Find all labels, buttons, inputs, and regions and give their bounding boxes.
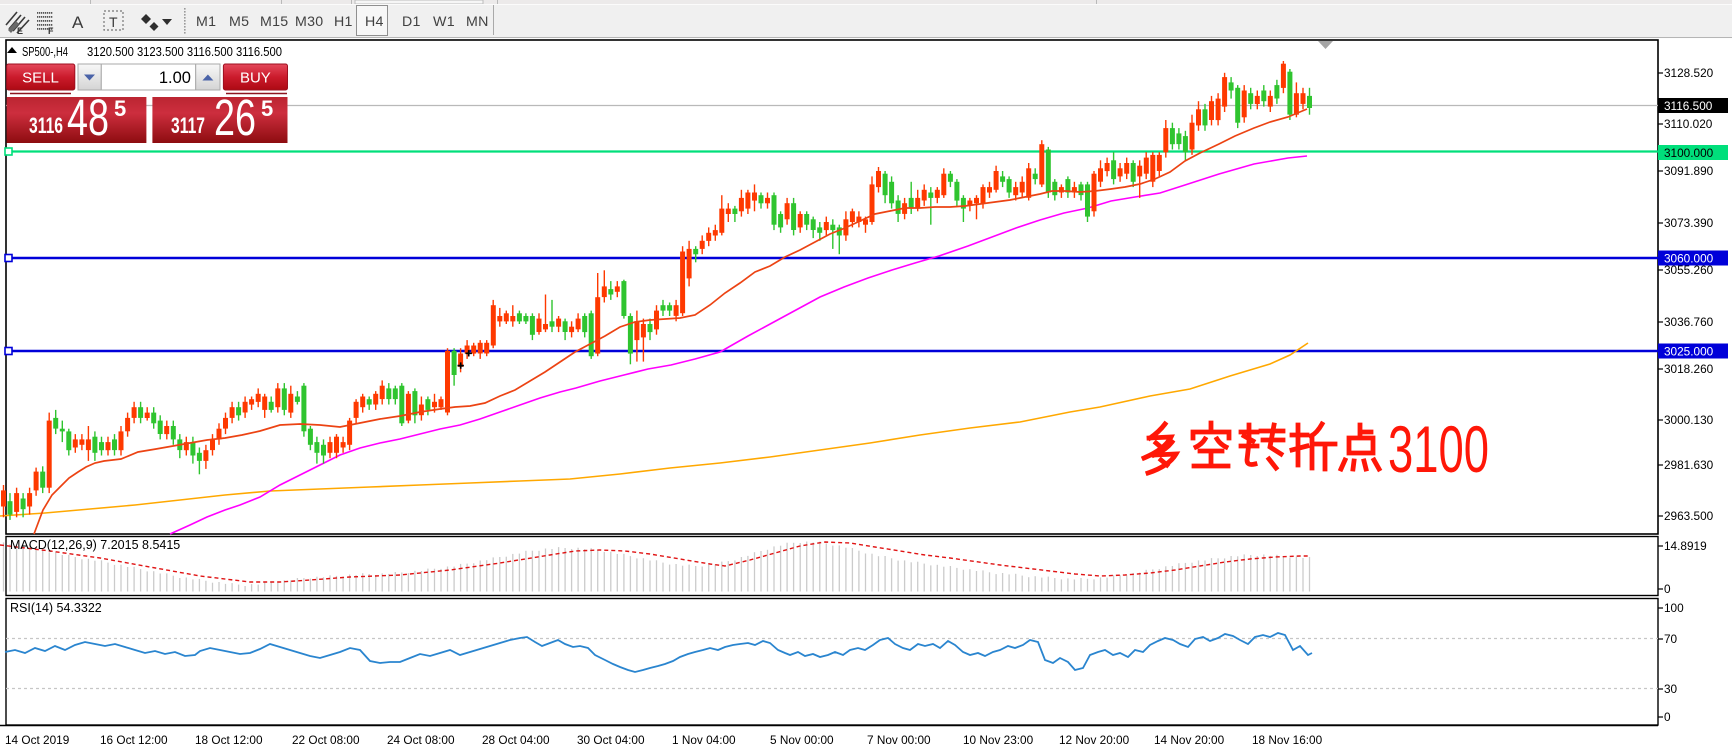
svg-text:3055.260: 3055.260 — [1664, 263, 1714, 277]
svg-text:D1: D1 — [402, 14, 421, 30]
svg-text:BUY: BUY — [240, 70, 271, 87]
svg-text:H1: H1 — [334, 14, 353, 30]
svg-text:5: 5 — [114, 96, 126, 121]
svg-text:48: 48 — [67, 89, 109, 146]
svg-text:24 Oct 08:00: 24 Oct 08:00 — [387, 733, 455, 747]
svg-text:MACD(12,26,9) 7.2015 8.5415: MACD(12,26,9) 7.2015 8.5415 — [10, 538, 180, 552]
svg-text:14 Nov 20:00: 14 Nov 20:00 — [1154, 733, 1225, 747]
svg-text:3100: 3100 — [1388, 412, 1489, 486]
svg-text:3128.520: 3128.520 — [1664, 66, 1714, 80]
svg-text:MN: MN — [466, 14, 489, 30]
svg-text:3060.000: 3060.000 — [1664, 251, 1714, 265]
svg-text:1.00: 1.00 — [159, 69, 191, 87]
svg-text:3116.500: 3116.500 — [1664, 99, 1713, 113]
svg-text:SELL: SELL — [22, 70, 59, 87]
svg-text:A: A — [72, 13, 84, 32]
svg-text:3120.500 3123.500 3116.500 311: 3120.500 3123.500 3116.500 3116.500 — [87, 44, 282, 59]
svg-text:2981.630: 2981.630 — [1664, 458, 1714, 472]
svg-text:3036.760: 3036.760 — [1664, 315, 1714, 329]
svg-text:12 Nov 20:00: 12 Nov 20:00 — [1059, 733, 1130, 747]
svg-text:3018.260: 3018.260 — [1664, 362, 1714, 376]
svg-text:3110.020: 3110.020 — [1664, 117, 1713, 131]
svg-text:M15: M15 — [260, 14, 289, 30]
svg-text:5 Nov 00:00: 5 Nov 00:00 — [770, 733, 834, 747]
svg-text:RSI(14) 54.3322: RSI(14) 54.3322 — [10, 601, 102, 615]
svg-text:5: 5 — [261, 96, 273, 121]
svg-text:2963.500: 2963.500 — [1664, 509, 1714, 523]
svg-text:22 Oct 08:00: 22 Oct 08:00 — [292, 733, 360, 747]
svg-text:SP500-,H4: SP500-,H4 — [22, 44, 68, 59]
svg-text:26: 26 — [214, 89, 256, 146]
svg-text:3116: 3116 — [29, 113, 63, 138]
svg-text:10 Nov 23:00: 10 Nov 23:00 — [963, 733, 1034, 747]
svg-text:28 Oct 04:00: 28 Oct 04:00 — [482, 733, 550, 747]
svg-text:14 Oct 2019: 14 Oct 2019 — [5, 733, 69, 747]
svg-text:M30: M30 — [295, 14, 324, 30]
svg-text:3025.000: 3025.000 — [1664, 344, 1714, 358]
svg-text:3091.890: 3091.890 — [1664, 164, 1714, 178]
svg-text:18 Oct 12:00: 18 Oct 12:00 — [195, 733, 263, 747]
svg-text:30 Oct 04:00: 30 Oct 04:00 — [577, 733, 645, 747]
svg-text:100: 100 — [1664, 601, 1684, 615]
svg-text:0: 0 — [1664, 710, 1671, 724]
svg-text:M5: M5 — [229, 14, 249, 30]
svg-text:3000.130: 3000.130 — [1664, 413, 1714, 427]
svg-text:1 Nov 04:00: 1 Nov 04:00 — [672, 733, 736, 747]
svg-text:3117: 3117 — [171, 113, 205, 138]
svg-text:70: 70 — [1664, 632, 1678, 646]
svg-text:T: T — [109, 14, 118, 30]
svg-text:M1: M1 — [196, 14, 216, 30]
svg-text:E: E — [17, 26, 23, 36]
svg-text:16 Oct 12:00: 16 Oct 12:00 — [100, 733, 168, 747]
svg-text:30: 30 — [1664, 682, 1678, 696]
svg-text:7 Nov 00:00: 7 Nov 00:00 — [867, 733, 931, 747]
svg-text:3100.000: 3100.000 — [1664, 146, 1714, 160]
svg-text:F: F — [48, 26, 54, 36]
svg-text:W1: W1 — [433, 14, 455, 30]
svg-text:18 Nov 16:00: 18 Nov 16:00 — [1252, 733, 1323, 747]
svg-text:0: 0 — [1664, 582, 1671, 596]
svg-text:H4: H4 — [365, 14, 384, 30]
svg-text:14.8919: 14.8919 — [1664, 539, 1707, 553]
svg-text:3073.390: 3073.390 — [1664, 216, 1714, 230]
